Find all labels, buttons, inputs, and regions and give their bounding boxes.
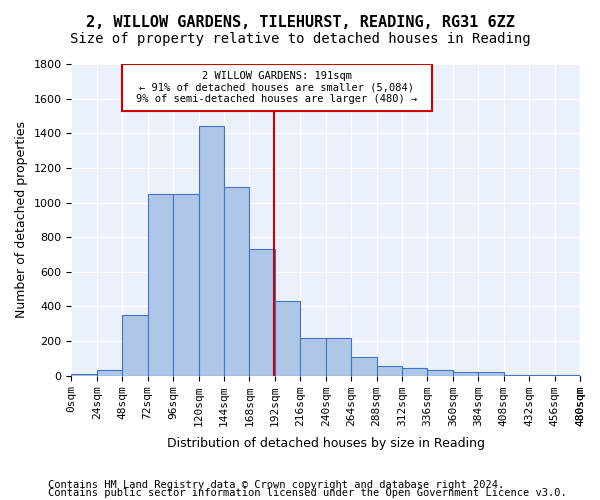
Bar xyxy=(453,372,478,376)
Bar xyxy=(275,301,300,376)
Bar xyxy=(326,338,351,376)
Text: 2 WILLOW GARDENS: 191sqm
← 91% of detached houses are smaller (5,084)
9% of semi: 2 WILLOW GARDENS: 191sqm ← 91% of detach… xyxy=(136,71,418,104)
Bar xyxy=(71,374,97,376)
Bar xyxy=(224,187,250,376)
Bar xyxy=(97,370,122,376)
X-axis label: Distribution of detached houses by size in Reading: Distribution of detached houses by size … xyxy=(167,437,485,450)
Bar xyxy=(478,372,504,376)
Bar xyxy=(351,358,377,376)
Bar xyxy=(250,250,275,376)
FancyBboxPatch shape xyxy=(122,64,431,111)
Bar xyxy=(402,368,427,376)
Bar xyxy=(427,370,453,376)
Bar xyxy=(300,338,326,376)
Text: Size of property relative to detached houses in Reading: Size of property relative to detached ho… xyxy=(70,32,530,46)
Y-axis label: Number of detached properties: Number of detached properties xyxy=(15,122,28,318)
Text: Contains HM Land Registry data © Crown copyright and database right 2024.: Contains HM Land Registry data © Crown c… xyxy=(48,480,504,490)
Bar xyxy=(199,126,224,376)
Bar xyxy=(122,315,148,376)
Bar xyxy=(173,194,199,376)
Text: Contains public sector information licensed under the Open Government Licence v3: Contains public sector information licen… xyxy=(48,488,567,498)
Bar xyxy=(148,194,173,376)
Bar xyxy=(377,366,402,376)
Text: 2, WILLOW GARDENS, TILEHURST, READING, RG31 6ZZ: 2, WILLOW GARDENS, TILEHURST, READING, R… xyxy=(86,15,514,30)
Bar xyxy=(504,375,529,376)
